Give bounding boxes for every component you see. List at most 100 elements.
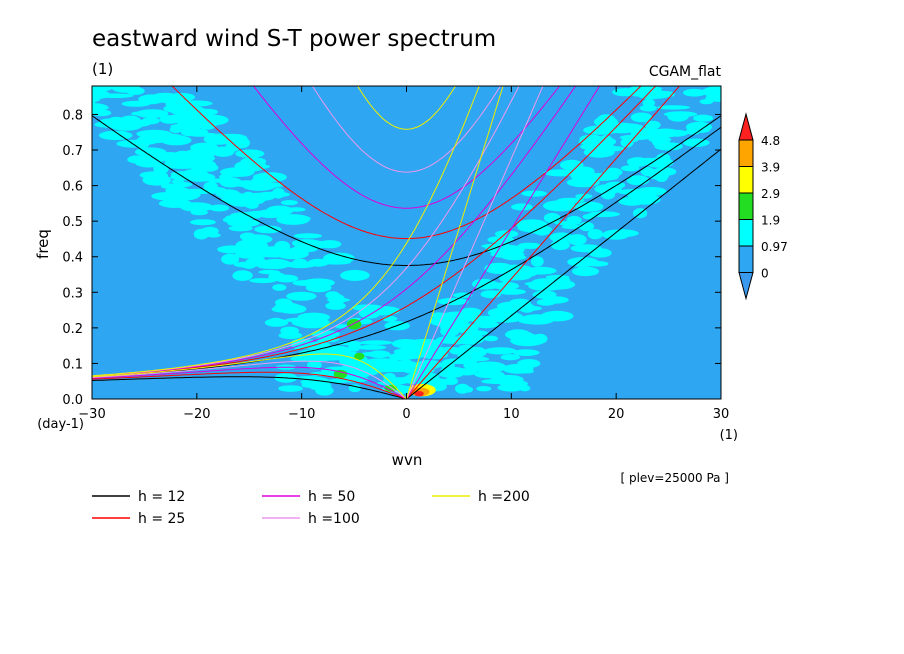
contour-cell — [636, 186, 667, 196]
contour-cell — [241, 191, 256, 203]
colorbar-segment — [738, 166, 754, 194]
contour-cell-peak — [414, 391, 424, 397]
contour-cell — [483, 335, 499, 342]
contour-cell — [160, 183, 178, 189]
contour-cell — [180, 128, 197, 137]
x-axis-unit: (1) — [720, 428, 738, 443]
y-axis-label: freq — [34, 229, 52, 259]
y-tick-label: 0.7 — [62, 144, 83, 159]
rossby-curve — [92, 366, 407, 399]
contour-cell — [228, 225, 253, 232]
contour-cell — [643, 93, 669, 99]
y-tick-label: 0.5 — [62, 215, 83, 230]
contour-cell — [519, 267, 539, 277]
contour-cell — [476, 386, 492, 392]
contour-cell — [286, 291, 317, 301]
contour-cell — [521, 190, 547, 197]
contour-cell — [232, 270, 253, 281]
contour-cell — [268, 272, 286, 281]
contour-cell — [556, 197, 585, 204]
contour-cell — [620, 137, 634, 148]
contour-cell — [368, 365, 386, 372]
mixed-rossby-gravity-curve — [92, 126, 721, 378]
contour-cell — [338, 341, 363, 346]
y-axis-unit: (day-1) — [37, 417, 84, 432]
contour-cell — [550, 239, 571, 251]
contour-cell — [325, 291, 340, 300]
contour-cell — [561, 224, 581, 229]
contour-cell — [302, 278, 335, 288]
contour-cell — [267, 317, 284, 326]
colorbar-min-arrow — [738, 272, 754, 301]
contour-cell — [189, 219, 216, 226]
kelvin-curve — [406, 86, 681, 399]
contour-cell — [497, 383, 525, 392]
contour-cell — [605, 122, 638, 134]
contour-cell — [519, 369, 534, 374]
contour-cell — [487, 363, 505, 369]
contour-cell — [136, 129, 172, 138]
contour-cell — [513, 331, 535, 342]
contour-cell — [278, 385, 303, 392]
kelvin-curve — [406, 148, 721, 399]
contour-cell — [272, 284, 287, 291]
contour-cell — [284, 261, 317, 269]
colorbar-label: 2.9 — [761, 187, 780, 201]
contour-cell — [455, 333, 485, 345]
contour-cell — [280, 200, 298, 206]
contour-cell — [134, 157, 163, 168]
legend-label: h = 12 — [138, 489, 185, 505]
contour-cell — [585, 172, 620, 181]
legend-label: h =100 — [308, 511, 360, 527]
contour-cell — [644, 120, 661, 130]
legend-label: h = 50 — [308, 489, 355, 505]
contour-cell — [233, 170, 253, 177]
y-tick-label: 0.0 — [62, 393, 83, 408]
contour-cell — [656, 153, 671, 163]
contour-cell — [109, 121, 142, 131]
contour-cell-high — [354, 352, 365, 360]
contour-cell — [244, 210, 278, 217]
contour-cell — [420, 346, 450, 356]
contour-cell — [242, 263, 256, 269]
contour-cell — [131, 111, 153, 116]
contour-cell — [493, 282, 520, 290]
contour-cell — [259, 258, 291, 270]
contour-cell — [384, 361, 396, 370]
contour-cell — [358, 307, 381, 319]
contour-cell — [125, 87, 145, 95]
colorbar-segment — [738, 245, 754, 273]
contour-cell — [360, 352, 380, 357]
contour-cell — [92, 95, 96, 105]
contour-cell — [249, 278, 277, 284]
contour-cell — [630, 112, 653, 123]
kelvin-curve — [406, 86, 601, 399]
colorbar-label: 3.9 — [761, 161, 780, 175]
contour-cell-high — [333, 369, 348, 379]
contour-cell — [540, 310, 574, 322]
legend-label: h = 25 — [138, 511, 185, 527]
contour-cell — [570, 244, 602, 253]
contour-cell — [325, 301, 346, 310]
y-tick-label: 0.4 — [62, 251, 83, 266]
colorbar-label: 4.8 — [761, 134, 780, 148]
contour-cell — [500, 354, 521, 361]
level-annotation: [ plev=25000 Pa ] — [620, 471, 729, 485]
contour-cell — [536, 299, 556, 306]
contour-cell — [487, 236, 514, 244]
contour-cell — [450, 350, 467, 355]
inertia-gravity-curve — [92, 115, 721, 266]
contour-cell — [271, 305, 293, 313]
contour-cell — [543, 200, 577, 212]
contour-cell — [286, 207, 306, 212]
inertia-gravity-curve — [311, 86, 502, 173]
colorbar-segment — [738, 192, 754, 220]
dispersion-curves — [92, 86, 721, 399]
contour-cell — [587, 261, 609, 267]
contour-cell — [407, 338, 443, 349]
contour-cell — [179, 188, 214, 195]
contour-cell — [496, 301, 527, 312]
colorbar-max-arrow — [738, 112, 754, 141]
contour-cell — [578, 221, 595, 232]
chart-subtitle-left: (1) — [92, 60, 113, 78]
